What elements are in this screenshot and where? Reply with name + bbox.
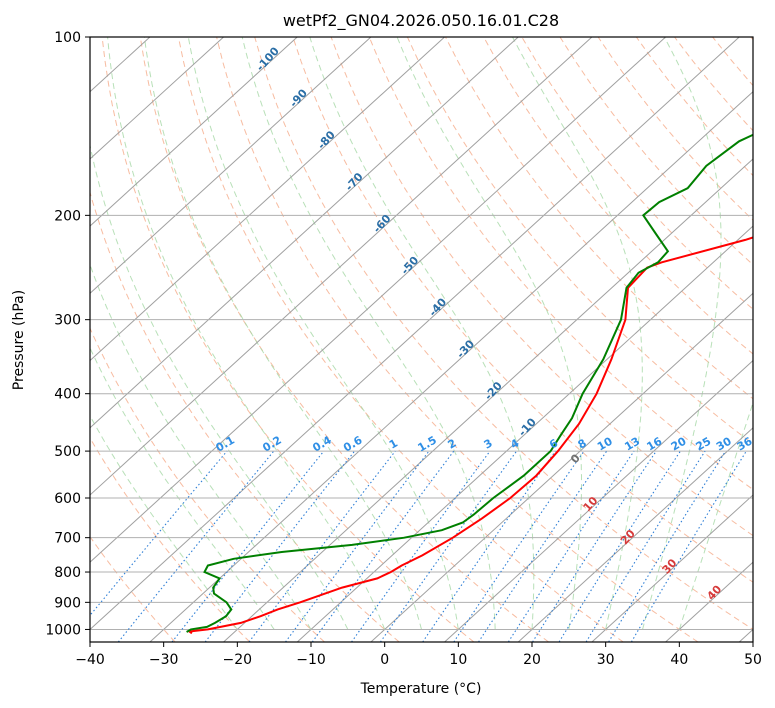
isotherm-line	[370, 292, 753, 642]
x-tick-label: 0	[380, 652, 389, 668]
dry-adiabat	[177, 37, 624, 642]
x-tick-label: 40	[670, 652, 688, 668]
moist-adiabat	[107, 37, 386, 630]
y-tick-label: 400	[54, 387, 81, 403]
mixing-ratio-line	[285, 450, 430, 642]
mixing-ratio-line	[532, 450, 657, 642]
isotherm-line	[517, 427, 753, 642]
isotherm-line	[90, 37, 666, 563]
isotherm-line	[149, 90, 753, 642]
moist-adiabat	[90, 346, 275, 630]
dewpoint-profile	[186, 133, 753, 633]
x-axis-label: Temperature (°C)	[360, 681, 482, 697]
y-tick-label: 800	[54, 565, 81, 581]
dry-adiabat	[101, 37, 475, 642]
mixing-ratio-line	[248, 450, 396, 642]
mixing-ratio-line	[558, 450, 681, 642]
y-tick-label: 1000	[45, 622, 81, 638]
isotherm-line	[296, 225, 753, 642]
moist-adiabat	[678, 400, 753, 630]
mixing-ratio-line	[351, 450, 491, 642]
x-tick-label: 30	[597, 652, 615, 668]
mixing-ratio-line	[171, 450, 325, 642]
isotherm-line	[90, 37, 372, 295]
y-tick-label: 700	[54, 531, 81, 547]
x-tick-label: 20	[523, 652, 541, 668]
mixing-ratio-line	[422, 450, 556, 642]
profile-lines	[186, 133, 753, 635]
x-tick-label: 10	[449, 652, 467, 668]
isotherm-line	[90, 37, 593, 496]
dry-adiabat	[292, 37, 753, 583]
chart-title: wetPf2_GN04.2026.050.16.01.C28	[283, 11, 559, 31]
y-tick-label: 100	[54, 30, 81, 46]
isotherm-line	[444, 359, 753, 642]
y-axis-label: Pressure (hPa)	[11, 290, 27, 390]
mixing-ratio-line	[117, 450, 275, 642]
isotherm-line	[90, 37, 519, 429]
y-tick-label: 900	[54, 595, 81, 611]
mixing-ratio-line	[90, 450, 228, 617]
x-tick-label: −10	[296, 652, 326, 668]
dry-adiabat	[90, 436, 251, 642]
y-tick-label: 600	[54, 491, 81, 507]
dry-adiabat	[521, 37, 753, 310]
moist-adiabat	[90, 414, 238, 630]
moist-adiabat	[90, 143, 349, 630]
isotherm-line	[223, 158, 753, 642]
moist-adiabat	[396, 37, 582, 630]
dry-adiabat	[139, 37, 549, 642]
dry-adiabat	[483, 37, 753, 355]
mixing-ratio-line	[478, 450, 608, 642]
y-tick-label: 300	[54, 313, 81, 329]
x-tick-label: −40	[75, 652, 105, 668]
moist-adiabat	[143, 37, 422, 630]
moist-adiabat	[642, 37, 722, 630]
mixing-ratio-line	[507, 450, 635, 642]
y-tick-label: 500	[54, 444, 81, 460]
isotherm-line	[591, 494, 753, 642]
mixing-ratio-line	[608, 450, 727, 642]
dry-adiabat	[368, 37, 753, 491]
mixing-ratio-line	[379, 450, 518, 642]
moist-adiabat	[241, 37, 496, 630]
isotherm-line	[90, 37, 740, 631]
plot-frame	[89, 36, 754, 643]
dry-adiabat	[254, 37, 753, 630]
moist-adiabat	[512, 37, 643, 630]
y-tick-label: 200	[54, 208, 81, 224]
dry-adiabat	[90, 535, 176, 642]
x-tick-label: −20	[223, 652, 253, 668]
mixing-ratio-line	[311, 450, 455, 642]
isotherm-line	[90, 37, 445, 362]
x-tick-label: −30	[149, 652, 179, 668]
axes: −40 −30 −20 −10 0 10 20 30 40 50 100 200 300 400 500 60…	[45, 30, 762, 668]
dry-adiabat	[90, 190, 400, 642]
isotherm-line	[90, 37, 298, 227]
isotherm-line	[90, 37, 224, 160]
x-tick-label: 50	[744, 652, 762, 668]
temperature-profile	[186, 236, 753, 635]
mixing-ratio-line	[453, 450, 585, 642]
